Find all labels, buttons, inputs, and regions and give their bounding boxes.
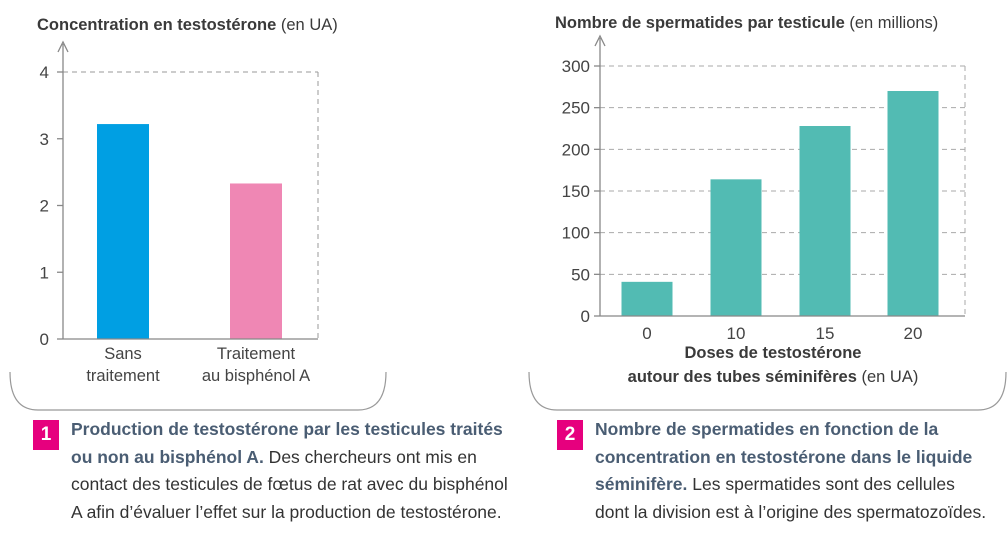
chart2-x-tick-label: 20	[904, 324, 923, 343]
chart1-title-unit: (en UA)	[281, 16, 338, 34]
chart1-y-axis-arrow	[57, 40, 69, 53]
chart1-y-tick-label: 3	[40, 130, 49, 149]
chart1-bar	[230, 183, 282, 339]
caption-1-bold: Production de testostérone par les testi…	[71, 419, 503, 467]
chart2-xlabel-unit: (en UA)	[861, 368, 918, 386]
chart1-x-tick-label: Sans	[104, 345, 142, 363]
chart2-xlabel-line2-group: autour des tubes séminifères (en UA)	[628, 368, 919, 386]
chart2-y-axis-arrow	[594, 34, 606, 47]
caption-1-number: 1	[33, 420, 59, 450]
chart2-title: Nombre de spermatides par testicule (en …	[555, 14, 938, 32]
chart2-y-tick-label: 100	[562, 224, 590, 243]
chart1-x-tick-label: Traitement	[217, 345, 296, 363]
chart2-y-tick-label: 300	[562, 57, 590, 76]
chart2-xlabel-line2: autour des tubes séminifères	[628, 368, 857, 386]
chart1-y-tick-label: 0	[40, 330, 49, 349]
chart2-x-tick-label: 15	[816, 324, 835, 343]
chart2-xlabel-line1: Doses de testostérone	[685, 344, 862, 362]
chart2-bar	[710, 179, 762, 316]
chart2-y-tick-label: 200	[562, 140, 590, 159]
chart1-y-tick-label: 1	[40, 263, 49, 282]
chart1-title: Concentration en testostérone (en UA)	[37, 16, 338, 34]
caption-2-text: Nombre de spermatides en fonction de la …	[595, 416, 990, 526]
chart1-bracket	[9, 371, 387, 411]
chart2-bar	[621, 281, 673, 316]
testosterone-bar-chart: Concentration en testostérone (en UA) 0 1…	[9, 16, 387, 411]
chart2-bar	[887, 91, 939, 316]
chart2-y-tick-label: 150	[562, 182, 590, 201]
chart1-x-tick-label: traitement	[86, 367, 160, 385]
spermatides-bar-chart: Nombre de spermatides par testicule (en …	[528, 14, 1007, 411]
chart1-title-main: Concentration en testostérone	[37, 16, 276, 34]
chart1-y-tick-label: 4	[40, 63, 49, 82]
chart2-y-tick-label: 250	[562, 99, 590, 118]
caption-2-body: Les spermatides sont des cellules dont l…	[595, 474, 987, 522]
chart1-x-tick-label: au bisphénol A	[202, 367, 310, 385]
chart2-y-tick-label: 0	[581, 307, 590, 326]
chart2-y-tick-label: 50	[571, 265, 590, 284]
chart1-y-tick-label: 2	[40, 197, 49, 216]
chart2-bar	[799, 126, 851, 316]
chart2-x-tick-label: 10	[727, 324, 746, 343]
caption-1-body: Des chercheurs ont mis en contact des te…	[71, 446, 508, 522]
chart2-title-main: Nombre de spermatides par testicule	[555, 14, 845, 32]
chart2-bracket	[528, 371, 1007, 411]
caption-2-number: 2	[557, 420, 583, 450]
chart2-x-tick-label: 0	[642, 324, 651, 343]
caption-1-text: Production de testostérone par les testi…	[71, 416, 511, 526]
caption-2-bold: Nombre de spermatides en fonction de la …	[595, 419, 973, 494]
chart1-bar	[97, 124, 149, 339]
chart2-title-unit: (en millions)	[849, 14, 938, 32]
